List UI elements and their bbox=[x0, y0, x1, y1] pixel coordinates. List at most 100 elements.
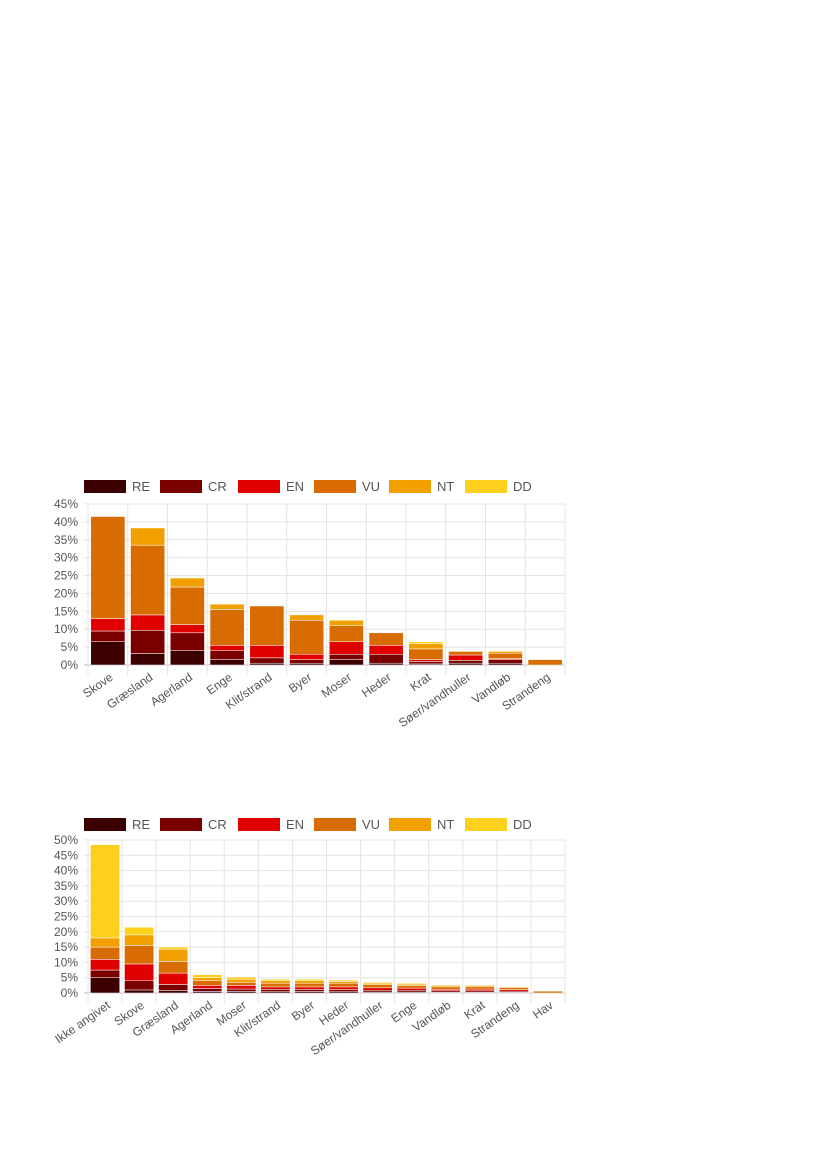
chart2-bar-nt[interactable] bbox=[328, 981, 359, 984]
chart2-bar-en[interactable] bbox=[294, 986, 325, 990]
chart2-bar-dd[interactable] bbox=[396, 982, 427, 985]
chart1-bar-vu[interactable] bbox=[527, 659, 563, 666]
chart1-bar-en[interactable] bbox=[329, 641, 364, 655]
chart1-bar-re[interactable] bbox=[170, 650, 205, 666]
chart1-bar-cr[interactable] bbox=[170, 632, 205, 651]
chart2-bar-en[interactable] bbox=[464, 988, 495, 992]
chart1-bar-vu[interactable] bbox=[448, 651, 483, 656]
chart1-bar-cr[interactable] bbox=[249, 657, 285, 664]
chart2-bar-dd[interactable] bbox=[124, 926, 155, 936]
chart2-bar-cr[interactable] bbox=[362, 989, 393, 993]
chart2-legend-swatch-nt[interactable] bbox=[389, 818, 431, 831]
chart2-legend-label-en[interactable]: EN bbox=[286, 817, 304, 832]
chart2-bar-vu[interactable] bbox=[396, 985, 427, 989]
chart1-bar-re[interactable] bbox=[249, 662, 285, 666]
chart2-legend-label-cr[interactable]: CR bbox=[208, 817, 227, 832]
chart1-legend-swatch-nt[interactable] bbox=[389, 480, 431, 493]
chart2-bar-re[interactable] bbox=[124, 989, 155, 994]
chart1-bar-nt[interactable] bbox=[130, 527, 165, 546]
chart1-bar-cr[interactable] bbox=[448, 660, 483, 664]
chart2-bar-nt[interactable] bbox=[90, 937, 120, 948]
chart2-bar-dd[interactable] bbox=[464, 984, 495, 986]
chart2-bar-en[interactable] bbox=[124, 963, 155, 982]
chart1-bar-nt[interactable] bbox=[488, 651, 523, 654]
chart2-bar-re[interactable] bbox=[90, 977, 120, 994]
chart2-legend-swatch-re[interactable] bbox=[84, 818, 126, 831]
chart1-bar-nt[interactable] bbox=[170, 577, 205, 588]
chart1-legend-swatch-vu[interactable] bbox=[314, 480, 356, 493]
chart1-bar-en[interactable] bbox=[130, 614, 165, 631]
chart1-bar-re[interactable] bbox=[329, 659, 364, 666]
chart2-bar-en[interactable] bbox=[396, 987, 427, 991]
chart1-legend-label-dd[interactable]: DD bbox=[513, 479, 532, 494]
chart2-bar-vu[interactable] bbox=[260, 982, 291, 988]
chart1-bar-nt[interactable] bbox=[289, 614, 324, 621]
chart2-bar-dd[interactable] bbox=[430, 984, 461, 986]
chart2-bar-nt[interactable] bbox=[124, 934, 155, 946]
chart2-bar-nt[interactable] bbox=[192, 977, 223, 982]
chart2-bar-vu[interactable] bbox=[328, 982, 359, 988]
chart1-legend-swatch-dd[interactable] bbox=[465, 480, 507, 493]
chart2-bar-vu[interactable] bbox=[294, 982, 325, 988]
chart2-bar-dd[interactable] bbox=[260, 978, 291, 982]
chart1-bar-nt[interactable] bbox=[448, 650, 483, 652]
chart2-bar-cr[interactable] bbox=[294, 989, 325, 992]
chart2-bar-en[interactable] bbox=[362, 987, 393, 991]
chart1-bar-vu[interactable] bbox=[408, 648, 444, 660]
chart1-bar-re[interactable] bbox=[90, 641, 126, 666]
chart1-legend-label-vu[interactable]: VU bbox=[362, 479, 380, 494]
chart2-bar-en[interactable] bbox=[328, 986, 359, 990]
chart2-bar-nt[interactable] bbox=[158, 948, 189, 962]
chart1-bar-re[interactable] bbox=[448, 662, 483, 666]
chart1-bar-re[interactable] bbox=[368, 662, 404, 666]
chart1-bar-nt[interactable] bbox=[209, 603, 245, 610]
chart1-bar-re[interactable] bbox=[488, 662, 523, 666]
chart2-bar-cr[interactable] bbox=[260, 989, 291, 993]
chart1-bar-vu[interactable] bbox=[249, 605, 285, 646]
chart1-bar-cr[interactable] bbox=[90, 630, 126, 642]
chart1-bar-en[interactable] bbox=[249, 645, 285, 659]
chart1-legend-swatch-cr[interactable] bbox=[160, 480, 202, 493]
chart1-bar-vu[interactable] bbox=[329, 625, 364, 642]
chart1-bar-re[interactable] bbox=[289, 662, 324, 666]
chart1-legend-swatch-en[interactable] bbox=[238, 480, 280, 493]
chart2-bar-nt[interactable] bbox=[226, 978, 257, 983]
chart2-legend-swatch-vu[interactable] bbox=[314, 818, 356, 831]
chart2-bar-cr[interactable] bbox=[158, 984, 189, 991]
chart1-bar-vu[interactable] bbox=[488, 652, 523, 659]
chart2-legend-label-nt[interactable]: NT bbox=[437, 817, 454, 832]
chart1-bar-dd[interactable] bbox=[408, 641, 444, 644]
chart2-bar-dd[interactable] bbox=[328, 979, 359, 982]
chart1-bar-re[interactable] bbox=[130, 653, 165, 666]
chart1-bar-vu[interactable] bbox=[368, 632, 404, 646]
chart1-bar-re[interactable] bbox=[209, 659, 245, 666]
chart2-bar-dd[interactable] bbox=[90, 844, 120, 939]
chart2-bar-vu[interactable] bbox=[158, 961, 189, 974]
chart2-legend-swatch-dd[interactable] bbox=[465, 818, 507, 831]
chart1-bar-vu[interactable] bbox=[130, 544, 165, 616]
chart2-legend-label-re[interactable]: RE bbox=[132, 817, 150, 832]
chart1-bar-vu[interactable] bbox=[289, 620, 324, 655]
chart1-bar-en[interactable] bbox=[368, 645, 404, 655]
chart2-bar-en[interactable] bbox=[226, 985, 257, 990]
chart2-bar-nt[interactable] bbox=[260, 980, 291, 984]
chart2-bar-vu[interactable] bbox=[498, 987, 529, 990]
chart1-legend-label-cr[interactable]: CR bbox=[208, 479, 227, 494]
chart2-bar-vu[interactable] bbox=[192, 980, 223, 986]
chart1-bar-cr[interactable] bbox=[408, 661, 444, 665]
chart2-legend-swatch-cr[interactable] bbox=[160, 818, 202, 831]
chart1-bar-en[interactable] bbox=[90, 618, 126, 632]
chart2-bar-en[interactable] bbox=[260, 986, 291, 990]
chart1-bar-en[interactable] bbox=[170, 624, 205, 634]
chart1-bar-vu[interactable] bbox=[209, 609, 245, 646]
chart2-bar-vu[interactable] bbox=[124, 945, 155, 965]
chart1-bar-cr[interactable] bbox=[488, 659, 523, 664]
chart2-bar-vu[interactable] bbox=[226, 982, 257, 986]
chart1-bar-en[interactable] bbox=[448, 654, 483, 661]
chart1-bar-cr[interactable] bbox=[209, 650, 245, 660]
chart1-bar-cr[interactable] bbox=[289, 659, 324, 664]
chart2-bar-dd[interactable] bbox=[362, 982, 393, 984]
chart2-bar-vu[interactable] bbox=[464, 986, 495, 990]
chart2-bar-dd[interactable] bbox=[158, 946, 189, 950]
chart2-legend-label-vu[interactable]: VU bbox=[362, 817, 380, 832]
